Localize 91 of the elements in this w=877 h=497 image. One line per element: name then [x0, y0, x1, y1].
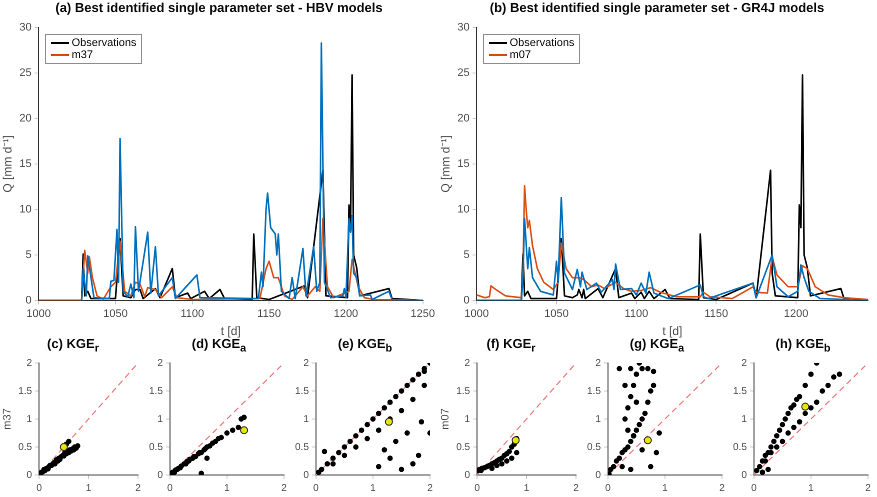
- y-tick-label: 10: [19, 204, 32, 216]
- x-tick-label: 1200: [334, 308, 358, 320]
- x-tick-label: 1: [524, 482, 530, 494]
- y-tick-label: 20: [457, 112, 470, 125]
- x-axis-title: t [d]: [662, 324, 682, 338]
- chart-title: (h) KGE$_{b}$: [774, 336, 832, 355]
- y-tick-label: 2: [741, 358, 748, 369]
- legend-label: m07: [510, 48, 532, 61]
- y-tick-label: 2: [26, 358, 33, 369]
- x-tick-label: 1050: [103, 308, 128, 320]
- y-tick-label: 0: [741, 470, 748, 481]
- legend-label: Observations: [72, 36, 136, 49]
- chart-title: (g) KGE$_{a}$: [628, 336, 686, 355]
- x-tick-label: 1100: [624, 308, 648, 320]
- x-tick-label: 2: [135, 482, 142, 494]
- x-tick-label: 0: [751, 482, 758, 494]
- y-tick-label: 0: [464, 470, 471, 481]
- x-tick-label: 2: [281, 482, 288, 494]
- y-tick-label: 0: [157, 470, 164, 481]
- x-tick-label: 1000: [26, 308, 51, 320]
- x-tick-label: 1050: [544, 308, 569, 320]
- legend-label: Observations: [510, 36, 574, 49]
- y-tick-label: 2: [303, 358, 310, 369]
- x-tick-label: 1000: [464, 308, 489, 320]
- x-tick-label: 0: [474, 482, 480, 494]
- y-tick-label: 0.5: [586, 442, 602, 453]
- y-tick-label: 1.5: [294, 386, 310, 397]
- y-tick-label: 30: [19, 22, 32, 34]
- legend-label: m37: [72, 48, 94, 61]
- x-tick-label: 1150: [257, 308, 281, 320]
- x-tick-label: 0: [36, 482, 42, 494]
- y-tick-label: 0: [26, 470, 33, 481]
- y-axis-title: Q [mm d⁻¹]: [438, 135, 453, 193]
- x-tick-label: 0: [313, 482, 320, 494]
- chart-title: (b) Best identified single parameter set - GR4J models: [488, 0, 826, 17]
- x-tick-label: 2: [865, 482, 872, 494]
- y-tick-label: 1: [464, 414, 471, 425]
- chart-title: (e) KGE$_{b}$: [336, 336, 394, 355]
- y-tick-label: 1: [303, 414, 310, 425]
- y-tick-label: 15: [457, 158, 470, 170]
- x-tick-label: 1150: [704, 308, 728, 320]
- x-tick-label: 1: [808, 482, 814, 494]
- y-tick-label: 0.5: [456, 442, 471, 453]
- y-axis-title: m37: [2, 408, 14, 430]
- x-tick-label: 1: [370, 482, 376, 494]
- x-tick-label: 1200: [784, 308, 808, 320]
- chart-title: (d) KGE$_{a}$: [190, 336, 248, 355]
- y-tick-label: 10: [457, 204, 470, 216]
- y-tick-label: 0: [464, 294, 470, 306]
- y-tick-label: 2: [595, 358, 602, 369]
- y-tick-label: 0: [595, 470, 602, 481]
- x-tick-label: 2: [719, 482, 726, 494]
- y-tick-label: 0: [26, 294, 32, 306]
- x-tick-label: 0: [167, 482, 174, 494]
- y-tick-label: 0.5: [18, 442, 33, 453]
- y-tick-label: 5: [464, 248, 470, 261]
- y-tick-label: 20: [19, 112, 32, 125]
- y-tick-label: 30: [457, 22, 470, 34]
- x-tick-label: 0: [605, 482, 612, 494]
- y-tick-label: 0: [303, 470, 310, 481]
- y-tick-label: 1.5: [586, 386, 602, 397]
- y-tick-label: 0.5: [148, 442, 164, 453]
- x-tick-label: 1: [662, 482, 668, 494]
- y-tick-label: 1.5: [18, 386, 33, 397]
- y-tick-label: 25: [457, 67, 470, 80]
- x-tick-label: 1: [224, 482, 230, 494]
- y-tick-label: 1: [595, 414, 602, 425]
- x-tick-label: 1: [86, 482, 92, 494]
- y-tick-label: 15: [19, 158, 32, 170]
- y-tick-label: 1.5: [732, 386, 748, 397]
- y-tick-label: 1: [741, 414, 748, 425]
- x-tick-label: 2: [427, 482, 434, 494]
- y-tick-label: 1: [157, 414, 164, 425]
- chart-title: (a) Best identified single parameter set - HBV models: [54, 0, 384, 17]
- chart-title: (c) KGE$_{r}$: [46, 336, 100, 355]
- chart-title: (f) KGE$_{r}$: [486, 336, 536, 355]
- y-axis-title: m07: [440, 408, 452, 430]
- y-tick-label: 25: [19, 67, 32, 80]
- x-tick-label: 2: [573, 482, 580, 494]
- y-tick-label: 1.5: [456, 386, 471, 397]
- y-tick-label: 5: [26, 248, 32, 261]
- y-tick-label: 2: [464, 358, 471, 369]
- x-tick-label: 1100: [180, 308, 204, 320]
- y-tick-label: 2: [157, 358, 164, 369]
- y-tick-label: 1: [26, 414, 33, 425]
- y-axis-title: Q [mm d⁻¹]: [0, 135, 15, 193]
- y-tick-label: 0.5: [732, 442, 748, 453]
- y-tick-label: 1.5: [148, 386, 164, 397]
- x-axis-title: t [d]: [220, 324, 241, 338]
- y-tick-label: 0.5: [294, 442, 310, 453]
- x-tick-label: 1250: [410, 308, 436, 320]
